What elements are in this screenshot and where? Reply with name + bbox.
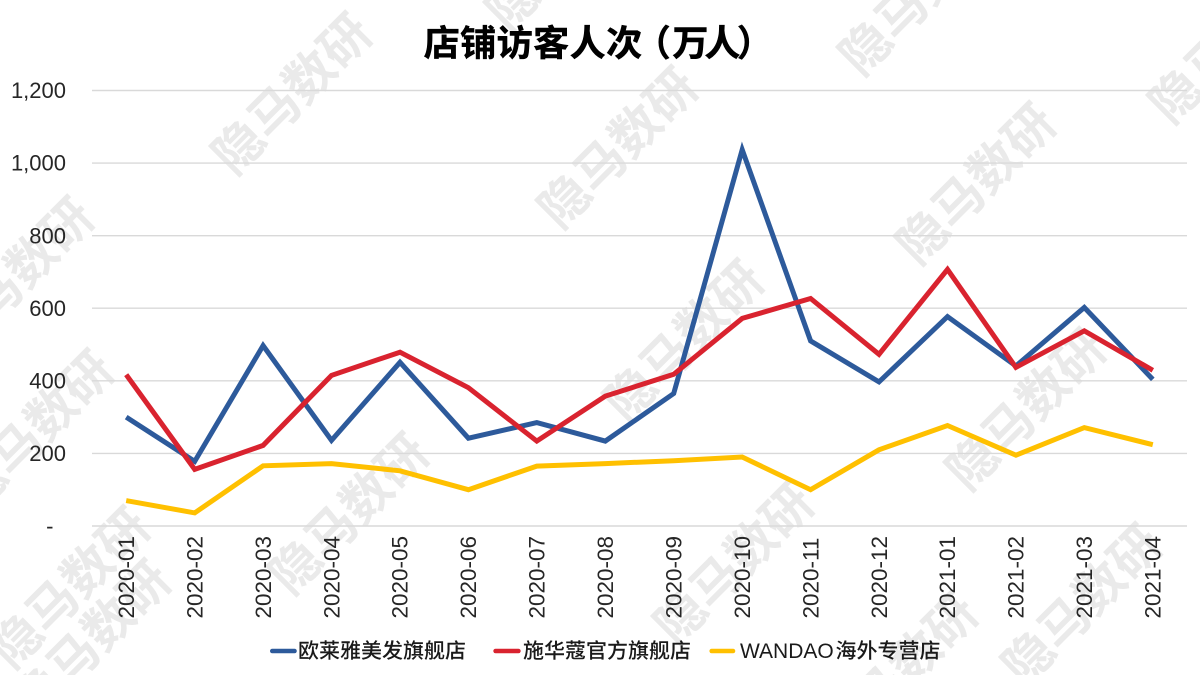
- svg-text:2020-06: 2020-06: [456, 536, 481, 619]
- svg-text:2021-04: 2021-04: [1141, 536, 1166, 619]
- svg-text:2020-02: 2020-02: [182, 536, 207, 619]
- svg-text:1,200: 1,200: [11, 78, 66, 103]
- svg-text:2020-03: 2020-03: [251, 536, 276, 619]
- svg-text:2020-11: 2020-11: [798, 538, 823, 619]
- svg-text:2020-08: 2020-08: [593, 536, 618, 619]
- svg-text:2020-10: 2020-10: [730, 536, 755, 619]
- svg-text:2020-07: 2020-07: [525, 536, 550, 619]
- svg-text:200: 200: [29, 441, 66, 466]
- svg-text:2020-05: 2020-05: [388, 536, 413, 619]
- svg-text:2020-12: 2020-12: [867, 536, 892, 619]
- svg-text:400: 400: [29, 368, 66, 393]
- svg-text:2020-04: 2020-04: [319, 536, 344, 619]
- svg-text:600: 600: [29, 296, 66, 321]
- svg-text:1,000: 1,000: [11, 151, 66, 176]
- svg-text:2020-01: 2020-01: [114, 536, 139, 619]
- svg-text:800: 800: [29, 223, 66, 248]
- svg-text:-: -: [46, 514, 53, 539]
- svg-text:2020-09: 2020-09: [662, 536, 687, 619]
- svg-text:WANDAO: WANDAO: [740, 640, 834, 663]
- svg-text:2021-01: 2021-01: [935, 536, 960, 619]
- svg-text:2021-03: 2021-03: [1072, 536, 1097, 619]
- svg-text:2021-02: 2021-02: [1004, 536, 1029, 619]
